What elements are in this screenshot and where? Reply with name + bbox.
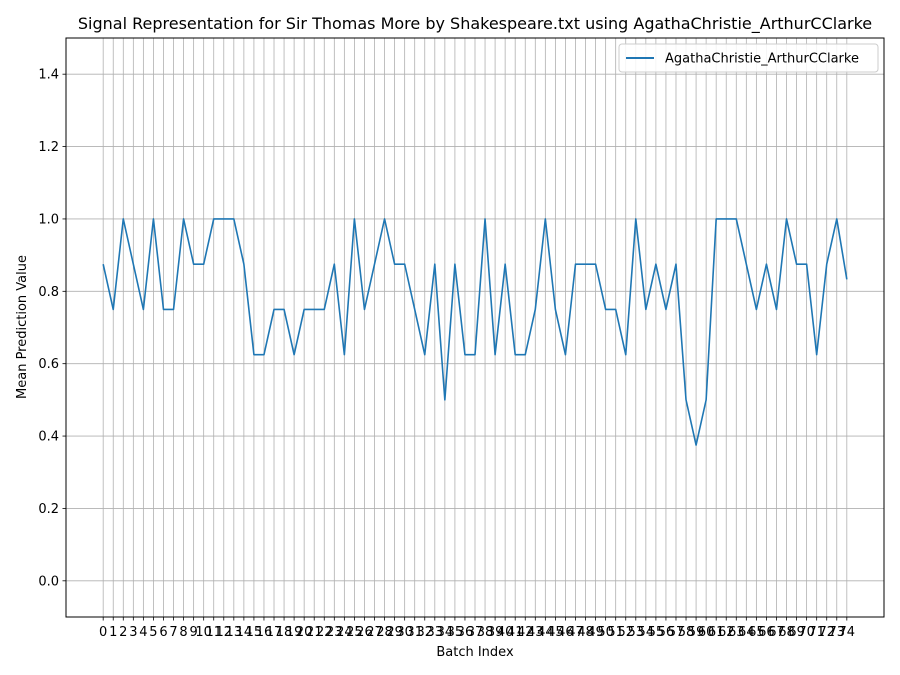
x-tick-label: 41 (507, 625, 524, 640)
x-tick-label: 17 (266, 625, 283, 640)
x-tick-label: 10 (195, 625, 212, 640)
x-tick-label: 71 (808, 625, 825, 640)
x-tick-label: 22 (316, 625, 333, 640)
x-tick-label: 45 (547, 625, 564, 640)
series-line (102, 218, 848, 446)
legend: AgathaChristie_ArthurCClarke (618, 43, 879, 73)
x-tick-label: 59 (688, 625, 705, 640)
x-tick-label: 66 (758, 625, 775, 640)
x-tick-label: 11 (205, 625, 222, 640)
x-tick-label: 14 (236, 625, 253, 640)
x-tick-label: 42 (517, 625, 534, 640)
series-layer (102, 218, 848, 446)
x-tick-label: 40 (497, 625, 514, 640)
x-tick-label: 20 (296, 625, 313, 640)
y-axis-label: Mean Prediction Value (15, 255, 30, 399)
x-tick-label: 70 (798, 625, 815, 640)
x-tick-label: 35 (447, 625, 464, 640)
x-axis-ticks: 0 1 2 3 4 5 6 7 8 9101112131415161718192021222324… (99, 617, 855, 640)
x-tick-label: 26 (356, 625, 373, 640)
x-tick-label: 58 (678, 625, 695, 640)
x-tick-label: 52 (617, 625, 634, 640)
x-tick-label: 19 (286, 625, 303, 640)
x-tick-label: 25 (346, 625, 363, 640)
x-tick-label: 72 (818, 625, 835, 640)
x-tick-label: 67 (768, 625, 785, 640)
x-tick-label: 30 (396, 625, 413, 640)
x-tick-label: 8 (179, 625, 187, 640)
y-tick-label: 0.4 (38, 430, 59, 445)
x-tick-label: 49 (587, 625, 604, 640)
y-tick-label: 0.8 (38, 285, 59, 300)
x-tick-label: 36 (457, 625, 474, 640)
x-tick-label: 43 (527, 625, 544, 640)
x-tick-label: 50 (597, 625, 614, 640)
x-tick-label: 51 (607, 625, 624, 640)
x-tick-label: 56 (658, 625, 675, 640)
x-tick-label: 57 (668, 625, 685, 640)
x-tick-label: 0 (99, 625, 107, 640)
x-tick-label: 9 (189, 625, 197, 640)
x-tick-label: 16 (256, 625, 273, 640)
x-tick-label: 3 (129, 625, 137, 640)
x-tick-label: 60 (698, 625, 715, 640)
x-tick-label: 31 (406, 625, 423, 640)
legend-box (618, 43, 879, 73)
x-tick-label: 37 (467, 625, 484, 640)
x-tick-label: 23 (326, 625, 343, 640)
x-tick-label: 28 (376, 625, 393, 640)
y-axis-ticks: 0.0 0.2 0.4 0.6 0.8 1.0 1.2 1.4 (38, 68, 66, 589)
plot-frame (65, 37, 885, 618)
x-tick-label: 62 (718, 625, 735, 640)
x-tick-label: 6 (159, 625, 167, 640)
y-tick-label: 1.2 (38, 140, 59, 155)
x-tick-label: 21 (306, 625, 323, 640)
x-tick-label: 18 (276, 625, 293, 640)
x-tick-label: 64 (738, 625, 755, 640)
x-tick-label: 34 (437, 625, 454, 640)
x-tick-label: 63 (728, 625, 745, 640)
y-tick-label: 1.4 (38, 68, 59, 83)
x-tick-label: 39 (487, 625, 504, 640)
x-tick-label: 4 (139, 625, 147, 640)
x-tick-label: 15 (246, 625, 263, 640)
x-tick-label: 12 (215, 625, 232, 640)
x-tick-label: 13 (226, 625, 243, 640)
legend-label: AgathaChristie_ArthurCClarke (665, 52, 859, 67)
chart-title: Signal Representation for Sir Thomas Mor… (78, 14, 872, 34)
x-tick-label: 32 (416, 625, 433, 640)
x-tick-label: 65 (748, 625, 765, 640)
x-tick-label: 47 (567, 625, 584, 640)
x-tick-label: 54 (638, 625, 655, 640)
x-tick-label: 5 (149, 625, 157, 640)
x-tick-label: 44 (537, 625, 554, 640)
y-tick-label: 0.2 (38, 502, 59, 517)
y-tick-label: 0.0 (38, 574, 59, 589)
x-tick-label: 74 (839, 625, 856, 640)
x-tick-label: 69 (788, 625, 805, 640)
x-tick-label: 73 (828, 625, 845, 640)
x-tick-label: 1 (109, 625, 117, 640)
x-axis-label: Batch Index (436, 645, 514, 660)
x-tick-label: 61 (708, 625, 725, 640)
x-tick-label: 48 (577, 625, 594, 640)
x-tick-label: 46 (557, 625, 574, 640)
x-tick-label: 29 (386, 625, 403, 640)
x-tick-label: 24 (336, 625, 353, 640)
vertical-gridlines (102, 38, 848, 617)
x-tick-label: 33 (427, 625, 444, 640)
x-tick-label: 53 (628, 625, 645, 640)
x-tick-label: 7 (169, 625, 177, 640)
x-tick-label: 68 (778, 625, 795, 640)
y-tick-label: 0.6 (38, 357, 59, 372)
x-tick-label: 2 (119, 625, 127, 640)
horizontal-gridlines (66, 73, 884, 582)
x-tick-label: 27 (366, 625, 383, 640)
x-tick-label: 38 (477, 625, 494, 640)
y-tick-label: 1.0 (38, 212, 59, 227)
x-tick-label: 55 (648, 625, 665, 640)
